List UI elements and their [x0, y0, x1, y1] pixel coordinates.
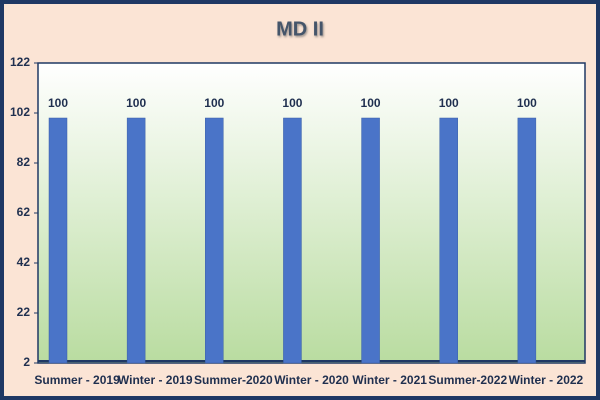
bar: [361, 117, 380, 364]
data-label: 100: [439, 96, 459, 110]
chart-title: MD II: [276, 18, 324, 40]
y-tick-label: 122: [10, 55, 30, 69]
y-tick-label: 62: [17, 205, 31, 219]
data-label: 100: [282, 96, 302, 110]
x-tick-label: Winter - 2021: [352, 373, 427, 387]
data-label: 100: [126, 96, 146, 110]
x-tick-label: Summer-2020: [194, 373, 273, 387]
data-label: 100: [517, 96, 537, 110]
y-tick-label: 42: [17, 255, 31, 269]
bar: [126, 117, 146, 364]
y-tick-label: 102: [10, 105, 30, 119]
bar: [439, 117, 458, 364]
y-tick-label: 82: [17, 155, 31, 169]
data-label: 100: [204, 96, 224, 110]
x-tick-label: Winter - 2022: [509, 373, 584, 387]
plot-area: [37, 62, 586, 364]
y-tick-label: 22: [17, 305, 31, 319]
y-tick-label: 2: [23, 355, 30, 369]
bar: [205, 117, 224, 364]
bar: [283, 117, 302, 364]
x-tick-label: Summer-2022: [428, 373, 507, 387]
data-label: 100: [48, 96, 68, 110]
bar: [48, 117, 68, 364]
x-tick-label: Winter - 2019: [118, 373, 193, 387]
data-label: 100: [361, 96, 381, 110]
x-tick-label: Summer - 2019: [34, 373, 120, 387]
bar: [517, 117, 537, 364]
x-tick-label: Winter - 2020: [274, 373, 349, 387]
